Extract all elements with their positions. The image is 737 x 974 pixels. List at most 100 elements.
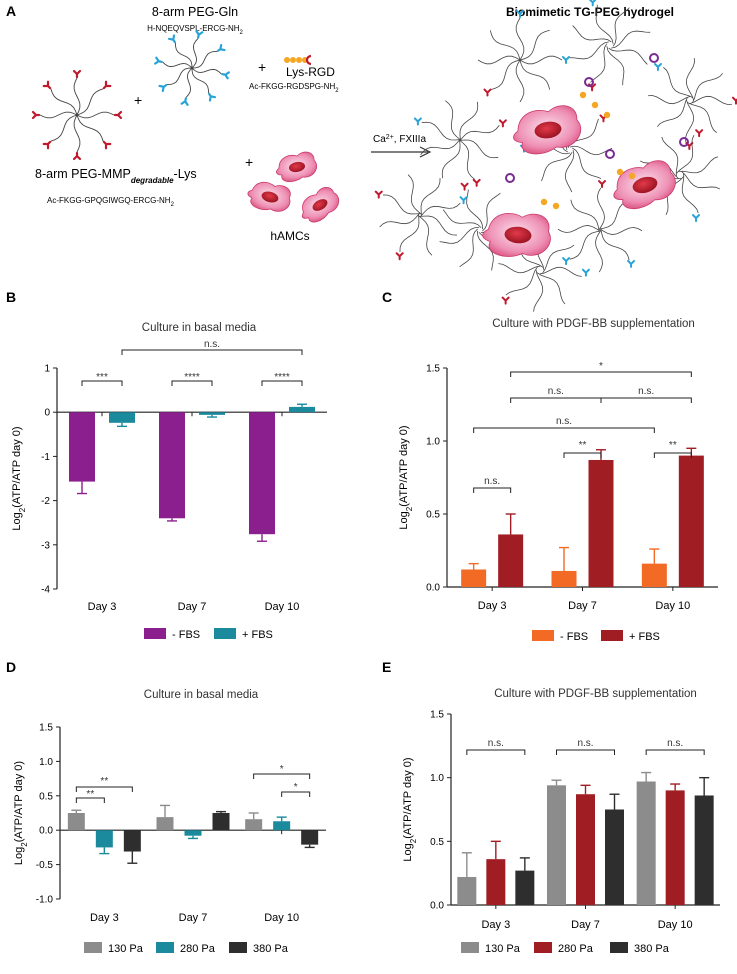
rgd-ring-icon (505, 173, 515, 183)
hamc-cell (276, 151, 318, 182)
chart-title: Culture in basal media (144, 689, 259, 701)
legend-swatch (214, 628, 236, 639)
y-tick-label: -3 (41, 540, 50, 551)
network-end-icon (498, 119, 507, 128)
bar (636, 781, 656, 905)
bar (694, 795, 714, 905)
bar (273, 821, 291, 831)
network-arm (536, 272, 566, 305)
network-arm (515, 17, 525, 61)
peg-arm (76, 111, 115, 119)
x-tick-label: Day 10 (658, 919, 693, 931)
y-tick-label: 1 (44, 364, 50, 375)
legend-label: 130 Pa (108, 943, 144, 955)
network-arm (611, 30, 651, 49)
network-arm (678, 156, 719, 174)
significance-bracket (556, 749, 615, 755)
peg-gln-sequence: H-NQEQVSPL-ERCG-NH2 (147, 24, 243, 36)
y-tick-label: 0.0 (430, 901, 444, 912)
network-arm (459, 228, 478, 268)
y-tick-label: 1.0 (39, 757, 53, 768)
bar (123, 830, 141, 852)
hydrogel-network-illustration (374, 0, 737, 312)
network-arm (612, 7, 630, 47)
peg-arm (73, 114, 81, 153)
network-arm (692, 73, 723, 103)
significance-bracket (473, 427, 655, 433)
bar (576, 794, 595, 905)
network-arm (459, 101, 479, 141)
network-arm (482, 192, 501, 232)
significance-label: ** (669, 440, 677, 451)
x-tick-label: Day 10 (655, 600, 690, 612)
chart-title: Culture with PDGF-BB supplementation (492, 318, 695, 330)
network-arm (606, 46, 625, 86)
gln-end-icon (167, 34, 176, 44)
cell-nucleus (534, 121, 562, 139)
peg-arm (191, 38, 199, 69)
network-arm (519, 29, 550, 61)
gln-end-icon (216, 43, 226, 52)
cell-nucleus (312, 199, 328, 211)
peg-arm (39, 111, 78, 119)
legend-swatch (532, 630, 554, 641)
panel-letter: C (382, 289, 392, 305)
network-arm (539, 266, 582, 277)
rgd-ring-icon (649, 53, 659, 63)
network-arm (597, 187, 605, 231)
panel-letter: E (382, 659, 391, 675)
network-arm (663, 67, 693, 98)
bar (159, 412, 185, 519)
network-arm (569, 41, 609, 60)
bar (184, 830, 202, 836)
network-arm (542, 244, 575, 274)
legend-swatch (156, 942, 174, 953)
network-arm (648, 95, 691, 105)
peg-arm (191, 67, 222, 75)
gln-end-icon (154, 56, 163, 65)
bar (515, 870, 535, 905)
gln-end-icon (221, 71, 230, 80)
network-arm (379, 213, 420, 228)
plus-sign-3: + (245, 154, 253, 170)
network-arm (557, 225, 601, 233)
y-tick-label: -1 (41, 452, 50, 463)
hamc-cells-icon (247, 151, 340, 223)
rgd-bead (628, 172, 636, 180)
significance-label: n.s. (667, 738, 683, 749)
network-arm (459, 139, 499, 159)
network-end-icon (562, 257, 571, 266)
cell-nucleus (632, 176, 658, 194)
peg-gln-name: 8-arm PEG-Gln (152, 5, 238, 19)
peg-mmp-sequence: Ac-FKGG-GPQGIWGQ-ERCG-NH2 (47, 196, 175, 208)
x-tick-label: Day 7 (179, 912, 208, 924)
network-end-icon (460, 182, 469, 191)
network-end-icon (692, 214, 701, 223)
legend-swatch (601, 630, 623, 641)
y-axis-label: Log2(ATP/ATP day 0) (13, 761, 29, 865)
peg-arm (185, 67, 193, 98)
network-end-icon (588, 0, 597, 7)
lys-end-icon (72, 151, 82, 161)
network-arm (570, 145, 613, 156)
bar (665, 790, 685, 905)
panel-letter: D (6, 659, 16, 675)
y-tick-label: -4 (41, 585, 50, 596)
network-end-icon (395, 252, 404, 261)
network-arm (599, 227, 643, 235)
peg-mmp-star (31, 69, 123, 161)
rgd-bead (540, 198, 548, 206)
network-end-icon (598, 180, 607, 189)
y-tick-label: 0 (44, 408, 50, 419)
network-end-icon (501, 296, 510, 305)
network-end-icon (413, 117, 422, 126)
lys-end-icon (113, 110, 123, 120)
lys-end-icon (42, 140, 52, 150)
legend-swatch (461, 942, 479, 953)
significance-label: ** (100, 776, 108, 787)
bar (547, 785, 566, 905)
peg-arm (76, 114, 104, 142)
rgd-bead (603, 111, 611, 119)
network-arm (490, 59, 521, 91)
network-end-icon (581, 268, 590, 277)
